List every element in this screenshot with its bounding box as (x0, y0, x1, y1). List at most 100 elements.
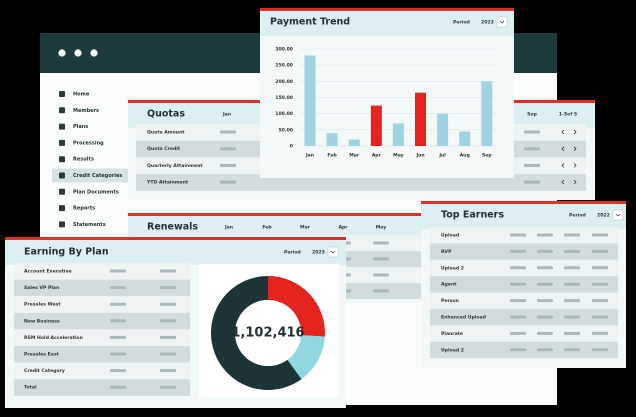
table-row (14, 279, 190, 297)
row-label: Upload 2 (441, 265, 464, 271)
nav-item[interactable]: Credit Categories (73, 173, 122, 179)
table-row (136, 174, 586, 191)
placeholder (564, 266, 580, 270)
placeholder (537, 282, 553, 286)
dropdown (496, 16, 508, 28)
column-header: Apr (338, 225, 348, 231)
placeholder (564, 299, 580, 303)
panel-accent (421, 201, 626, 204)
nav-item[interactable]: Home (73, 92, 90, 98)
placeholder (110, 319, 126, 323)
column-header: May (376, 225, 387, 231)
placeholder (537, 233, 553, 237)
chevron-right (573, 179, 577, 185)
table-row (14, 379, 190, 396)
column-header: Sep (527, 112, 537, 118)
row-label: Quota Credit (147, 146, 181, 152)
payment-trend-panel: Payment Trend Period 2023 0 50.00 100.00 150.0… (260, 8, 514, 178)
placeholder (510, 315, 526, 319)
nav-icon (59, 139, 65, 146)
placeholder (592, 266, 608, 270)
nav-icon (59, 188, 65, 195)
nav-icon (59, 91, 65, 97)
nav-icon (59, 205, 65, 212)
nav-item[interactable]: Plans (73, 124, 88, 130)
x-tick-label: Aug (460, 153, 470, 159)
column-header: Feb (262, 225, 272, 231)
nav-item[interactable]: Processing (73, 140, 104, 146)
window-dot (58, 49, 66, 57)
panel-accent (260, 8, 514, 11)
nav-icon (59, 156, 65, 163)
y-tick-label: 200.00 (275, 79, 293, 85)
column-header: Jan (222, 112, 231, 118)
placeholder (524, 147, 540, 151)
placeholder (564, 233, 580, 237)
placeholder (537, 299, 553, 303)
table-row (14, 362, 190, 380)
chevron-left (561, 163, 565, 168)
bar (304, 55, 316, 146)
row-label: RVP (441, 249, 452, 255)
placeholder (510, 233, 526, 237)
nav-item[interactable]: Members (73, 108, 99, 114)
chevron-right (573, 129, 577, 135)
chevron-right (573, 146, 577, 151)
nav-item[interactable]: Plan Documents (73, 189, 119, 195)
row-label: Enhanced Upload (441, 315, 486, 321)
placeholder (110, 385, 126, 389)
nav-item[interactable]: Results (73, 157, 94, 163)
x-tick-label: Jul (438, 153, 446, 159)
dropdown-caret (615, 213, 621, 217)
placeholder (592, 331, 608, 335)
nav-item[interactable]: Reports (73, 206, 95, 212)
placeholder (510, 348, 526, 352)
row-label: Sales VP Plan (24, 285, 59, 291)
placeholder (373, 257, 389, 261)
placeholder (537, 331, 553, 335)
placeholder (592, 233, 608, 237)
placeholder (592, 348, 608, 352)
panel-accent (128, 213, 428, 216)
panel-title: Quotas (147, 109, 185, 120)
bar (415, 92, 426, 146)
dropdown-caret (499, 20, 505, 24)
pager: 1-5of 5 (559, 112, 577, 118)
nav-active (52, 168, 132, 183)
nav-icon (59, 172, 65, 179)
panel-header (260, 8, 514, 36)
placeholder (510, 331, 526, 335)
table-row (14, 263, 190, 280)
donut-center-label: 1,102,416 (231, 326, 304, 341)
column-header: Jan (224, 225, 233, 231)
y-tick-label: 0 (290, 144, 293, 150)
chevron-left (561, 146, 565, 151)
placeholder (160, 286, 176, 290)
row-label: New Business (24, 318, 60, 324)
placeholder (592, 315, 608, 319)
placeholder (592, 299, 608, 303)
row-label: Person (441, 298, 459, 304)
nav-icon (59, 123, 65, 130)
table-row (14, 296, 190, 313)
bar (370, 105, 382, 146)
panel-title: Top Earners (441, 210, 504, 221)
placeholder (524, 130, 540, 134)
x-tick-label: Sep (482, 153, 492, 159)
placeholder (564, 331, 580, 335)
placeholder (160, 302, 176, 306)
x-tick-label: May (393, 153, 404, 159)
panel-header (421, 201, 626, 229)
row-label: Account Executive (24, 269, 72, 275)
donut-hole (235, 300, 301, 366)
placeholder (373, 241, 389, 245)
placeholder (110, 269, 126, 273)
placeholder (592, 249, 608, 253)
period-value: 2023 (312, 250, 325, 256)
table-row (14, 329, 190, 346)
x-tick-label: Jan (305, 153, 314, 159)
row-label: Quota Amount (147, 130, 185, 136)
placeholder (160, 335, 176, 339)
nav-item[interactable]: Statements (73, 222, 106, 228)
